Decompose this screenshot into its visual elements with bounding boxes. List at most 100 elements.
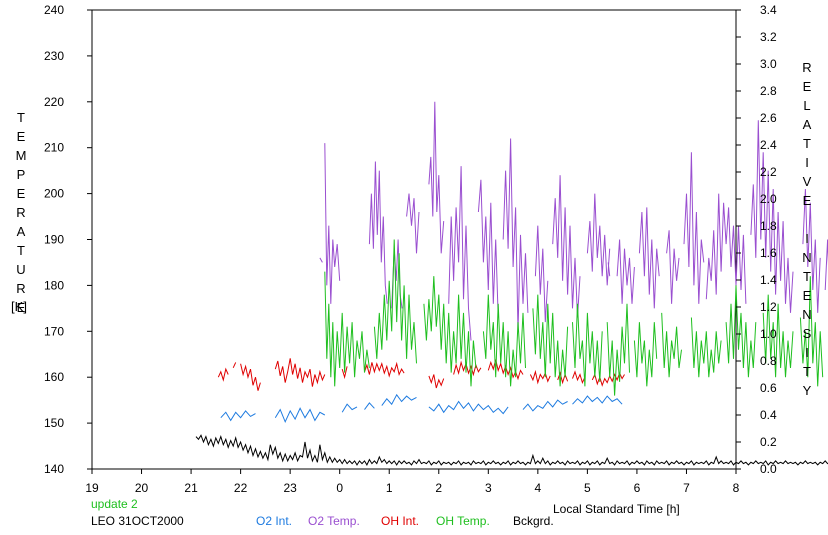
- series-line-segment: [572, 303, 603, 387]
- series-line-segment: [799, 276, 824, 387]
- y-right-tick-label: 2.2: [760, 165, 777, 179]
- series-line-segment: [274, 358, 326, 387]
- axis-label-letter: U: [16, 262, 26, 277]
- series-line-segment: [690, 317, 722, 378]
- series-line-segment: [661, 312, 682, 378]
- x-tick-label: 4: [535, 481, 542, 495]
- axis-label-letter: T: [17, 243, 25, 258]
- x-tick-label: 23: [283, 481, 297, 495]
- legend-item: Bckgrd.: [513, 514, 554, 528]
- series-line-segment: [406, 193, 420, 254]
- y-left-tick-label: 170: [44, 324, 64, 338]
- series-line-segment: [750, 120, 794, 313]
- series-layer: [195, 101, 828, 466]
- axis-label-letter: A: [802, 117, 812, 132]
- axis-label-letter: T: [803, 364, 811, 379]
- axis-label-letter: N: [802, 307, 812, 322]
- series-line-segment: [572, 395, 623, 405]
- y-right-tick-label: 1.2: [760, 300, 777, 314]
- axis-label-letter: T: [17, 110, 25, 125]
- series-line-segment: [529, 369, 551, 385]
- axis-label-letter: S: [802, 326, 812, 341]
- y-right-tick-label: 0.0: [760, 462, 777, 476]
- series-line-segment: [423, 276, 477, 387]
- series-line-segment: [552, 175, 581, 318]
- y-right-tick-label: 1.0: [760, 327, 777, 341]
- y-left-tick-label: 220: [44, 95, 64, 109]
- series-line-segment: [666, 230, 680, 304]
- series-bckgrd: [195, 434, 828, 466]
- series-oh-temp: [324, 239, 824, 396]
- axis-label-letter: M: [15, 148, 27, 163]
- axis-label-letter: E: [16, 129, 26, 144]
- legend-item: O2 Int.: [256, 514, 293, 528]
- axis-label-letter: E: [16, 300, 26, 315]
- y-right-tick-label: 0.2: [760, 435, 777, 449]
- series-o2-temp: [319, 101, 828, 341]
- x-tick-label: 2: [435, 481, 442, 495]
- legend-item: O2 Temp.: [308, 514, 360, 528]
- y-left-tick-label: 210: [44, 141, 64, 155]
- y-axis-unit-left: [K]: [11, 299, 27, 314]
- x-tick-label: 0: [336, 481, 343, 495]
- axis-label-letter: T: [803, 269, 811, 284]
- x-tick-label: 22: [234, 481, 248, 495]
- y-left-tick-label: 150: [44, 416, 64, 430]
- y-right-tick-label: 2.4: [760, 138, 777, 152]
- y-right-tick-label: 1.4: [760, 273, 777, 287]
- x-axis-label: Local Standard Time [h]: [553, 502, 680, 516]
- series-line-segment: [324, 143, 341, 304]
- series-line-segment: [572, 370, 586, 385]
- y-left-tick-label: 180: [44, 278, 64, 292]
- x-tick-label: 19: [85, 481, 99, 495]
- axis-label-letter: [797, 210, 817, 229]
- x-tick-label: 6: [634, 481, 641, 495]
- series-line-segment: [274, 407, 326, 424]
- y-right-tick-label: 1.8: [760, 219, 777, 233]
- y-right-tick-label: 2.0: [760, 192, 777, 206]
- axis-label-letter: T: [803, 136, 811, 151]
- series-line-segment: [502, 138, 529, 332]
- y-right-tick-label: 2.6: [760, 111, 777, 125]
- series-o2-int: [220, 393, 623, 424]
- series-line-segment: [534, 225, 549, 323]
- series-line-segment: [381, 393, 417, 406]
- axis-label-letter: R: [802, 60, 812, 75]
- series-line-segment: [633, 322, 658, 387]
- axis-label-letter: R: [16, 281, 26, 296]
- y-right-tick-label: 2.8: [760, 84, 777, 98]
- axis-label-letter: E: [802, 79, 812, 94]
- x-tick-label: 3: [485, 481, 492, 495]
- y-right-tick-label: 0.8: [760, 354, 777, 368]
- series-line-segment: [428, 400, 509, 415]
- series-line-segment: [220, 410, 256, 422]
- axis-label-letter: E: [802, 288, 812, 303]
- y-right-tick-label: 0.4: [760, 408, 777, 422]
- axis-label-letter: I: [805, 155, 809, 170]
- series-line-segment: [477, 179, 499, 318]
- y-left-tick-label: 200: [44, 187, 64, 201]
- y-left-tick-label: 140: [44, 462, 64, 476]
- series-line-segment: [364, 361, 405, 378]
- series-line-segment: [616, 239, 635, 304]
- series-line-segment: [725, 285, 757, 378]
- y-left-tick-label: 160: [44, 370, 64, 384]
- series-line-segment: [217, 367, 229, 382]
- series-line-segment: [606, 303, 630, 396]
- axis-label-letter: N: [802, 250, 812, 265]
- series-line-segment: [324, 271, 370, 387]
- series-line-segment: [368, 161, 388, 304]
- y-right-tick-label: 0.6: [760, 381, 777, 395]
- series-line-segment: [802, 188, 821, 313]
- axes-layer: 19 20 21 22 23 0 1 2 3 4 5 6 7 8140150160170180190200…: [44, 3, 777, 516]
- series-line-segment: [683, 152, 705, 304]
- axis-label-letter: V: [802, 174, 812, 189]
- axis-label-letter: Y: [802, 383, 812, 398]
- series-line-segment: [705, 193, 747, 304]
- series-line-segment: [364, 402, 375, 410]
- axis-label-letter: E: [802, 193, 812, 208]
- legend-item: OH Int.: [381, 514, 420, 528]
